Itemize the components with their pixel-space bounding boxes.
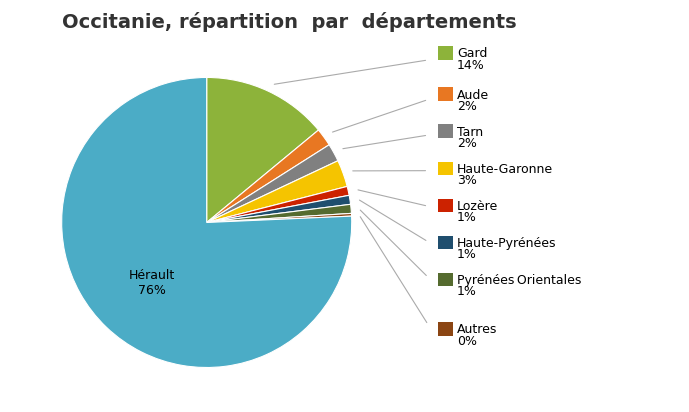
Text: 3%: 3%: [457, 174, 477, 187]
Wedge shape: [207, 161, 347, 222]
Wedge shape: [207, 186, 349, 222]
Text: Lozère: Lozère: [457, 200, 498, 213]
Wedge shape: [207, 213, 351, 222]
Text: Hérault
76%: Hérault 76%: [128, 269, 175, 297]
Text: 1%: 1%: [457, 211, 477, 224]
Wedge shape: [207, 130, 329, 222]
Text: Occitanie, répartition  par  départements: Occitanie, répartition par départements: [62, 12, 517, 33]
Text: 2%: 2%: [457, 100, 477, 113]
Text: Pyrénées Orientales: Pyrénées Orientales: [457, 274, 582, 287]
Text: Aude: Aude: [457, 89, 489, 102]
Text: Haute-Garonne: Haute-Garonne: [457, 163, 553, 176]
Wedge shape: [207, 145, 338, 222]
Text: Tarn: Tarn: [457, 126, 483, 139]
Wedge shape: [207, 195, 351, 222]
Text: 14%: 14%: [457, 59, 484, 72]
Wedge shape: [207, 77, 318, 222]
Text: Gard: Gard: [457, 47, 487, 61]
Wedge shape: [207, 204, 351, 222]
Text: Autres: Autres: [457, 323, 497, 337]
Text: 1%: 1%: [457, 285, 477, 298]
Text: 1%: 1%: [457, 248, 477, 261]
Text: 0%: 0%: [457, 335, 477, 348]
Wedge shape: [62, 77, 351, 368]
Text: 2%: 2%: [457, 137, 477, 150]
Text: Haute-Pyrénées: Haute-Pyrénées: [457, 237, 556, 250]
